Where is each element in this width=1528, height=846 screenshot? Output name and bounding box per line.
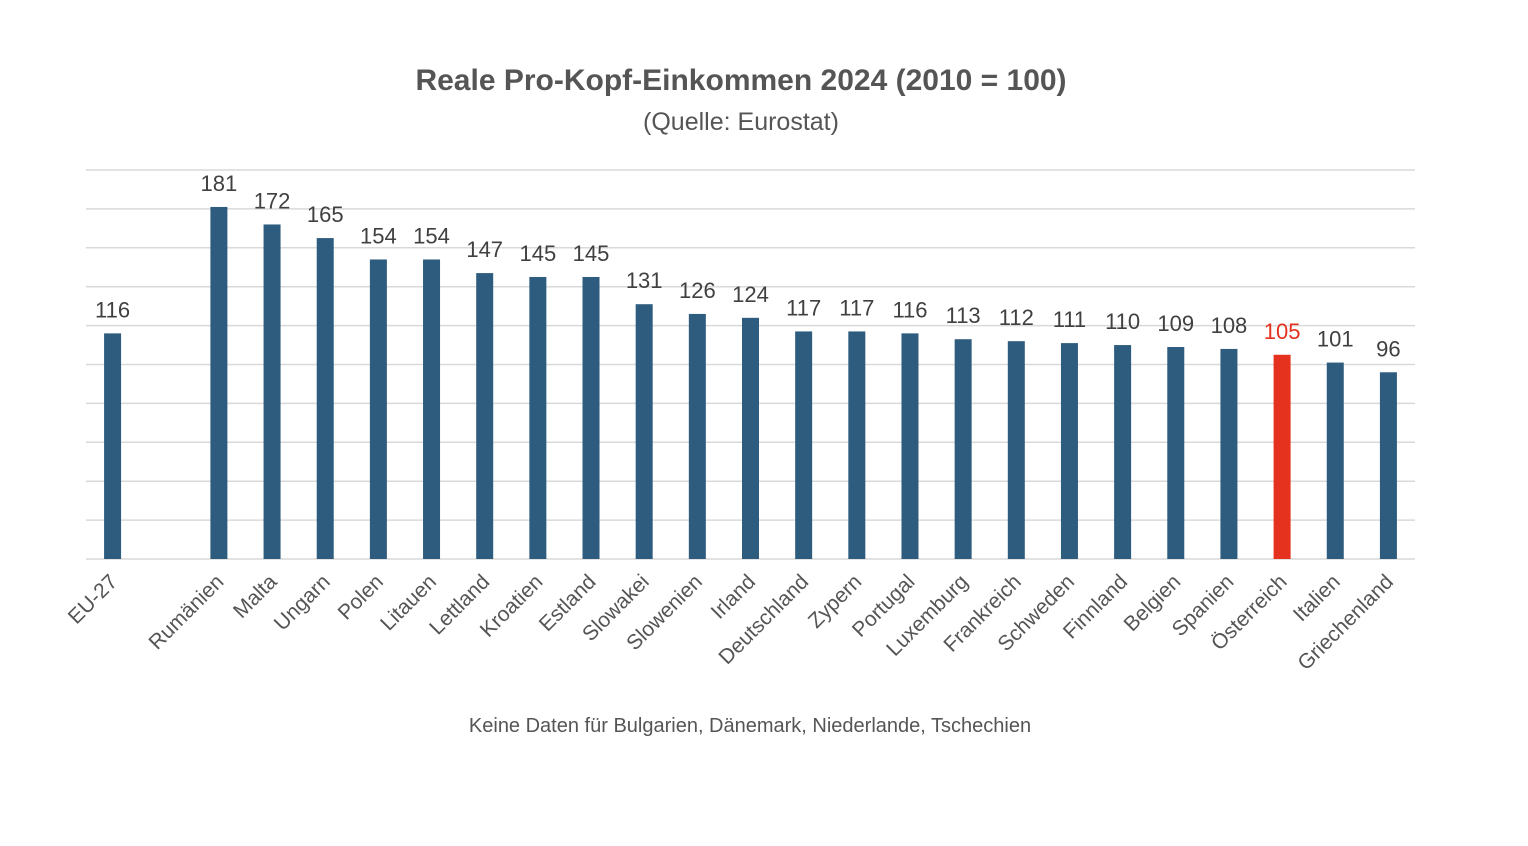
value-label: 124 [732, 282, 769, 307]
value-label: 116 [95, 297, 130, 322]
bar [529, 276, 547, 559]
value-label: 101 [1317, 327, 1354, 352]
bar [1326, 362, 1344, 559]
value-label: 145 [520, 241, 557, 266]
value-label: 96 [1376, 336, 1400, 361]
chart-subtitle: (Quelle: Eurostat) [643, 108, 839, 136]
bar [369, 259, 387, 559]
bars [104, 206, 1397, 559]
bar [1220, 348, 1238, 559]
value-label: 147 [466, 237, 503, 262]
bar [635, 304, 653, 559]
value-label: 126 [679, 278, 716, 303]
bar [104, 333, 122, 559]
chart-title: Reale Pro-Kopf-Einkommen 2024 (2010 = 10… [415, 64, 1066, 97]
bar [954, 339, 972, 559]
bar [476, 273, 494, 559]
value-label: 117 [839, 295, 874, 320]
value-label: 154 [360, 223, 397, 248]
value-label: 116 [892, 297, 927, 322]
category-labels: EU-27 Rumänien MaltaUngarnPolenLitauenLett… [64, 570, 1398, 675]
value-label: 181 [201, 171, 238, 196]
bar [795, 331, 813, 559]
category-label: Ungarn [270, 570, 335, 635]
bar [742, 317, 759, 559]
value-label: 172 [254, 188, 291, 213]
value-label: 111 [1053, 307, 1086, 332]
bar [848, 331, 866, 559]
bar [1007, 341, 1025, 559]
bar [1167, 346, 1185, 559]
value-label: 165 [307, 202, 344, 227]
value-label: 145 [573, 241, 610, 266]
bar [263, 224, 281, 559]
value-label: 131 [626, 268, 663, 293]
value-labels: 116 181 172 165 154 154 147 145 145 131 126 124 117 1… [95, 171, 1401, 361]
value-label: 117 [786, 295, 821, 320]
category-label: Rumänien [144, 570, 228, 654]
value-label: 112 [999, 305, 1034, 330]
bar [1114, 345, 1132, 559]
bar [582, 276, 600, 559]
value-label: 113 [946, 303, 981, 328]
bar [423, 259, 441, 559]
bar [210, 206, 228, 559]
bar [688, 313, 706, 559]
value-label: 105 [1264, 319, 1301, 344]
category-label: Griechenland [1293, 570, 1398, 675]
value-label: 109 [1157, 311, 1194, 336]
value-label: 108 [1211, 313, 1248, 338]
bar [1273, 354, 1291, 559]
bar [1379, 372, 1397, 559]
value-label: 154 [413, 223, 450, 248]
chart-note: Keine Daten für Bulgarien, Dänemark, Nie… [469, 715, 1031, 737]
value-label: 110 [1105, 309, 1140, 334]
bar [901, 333, 919, 559]
bar [1060, 343, 1078, 559]
bar [316, 238, 334, 559]
category-label: EU-27 [64, 570, 122, 628]
